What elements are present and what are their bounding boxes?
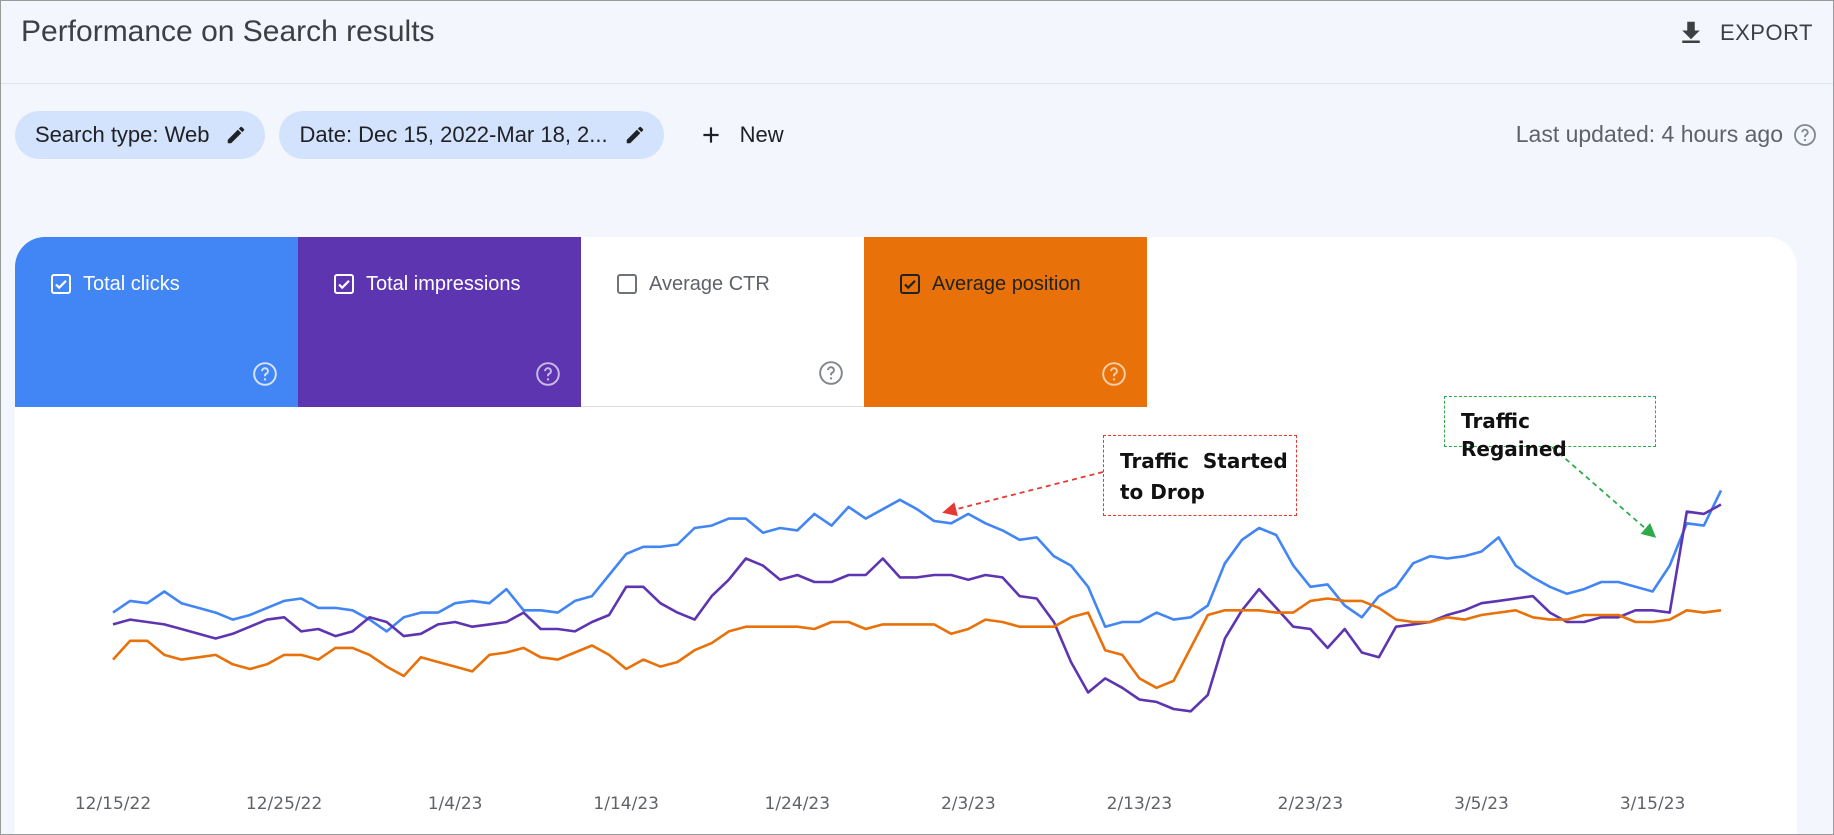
metric-tile-total-impressions[interactable]: Total impressions [298,237,581,407]
metric-tiles: Total clicks Total impressions Average C… [15,237,1147,407]
plus-icon [703,127,719,143]
x-tick-label: 3/5/23 [1454,794,1509,814]
checkbox-checked-icon[interactable] [900,274,920,294]
annotation-traffic-regained: Traffic Regained [1444,396,1656,461]
search-type-chip[interactable]: Search type: Web [15,111,266,159]
metric-label: Total impressions [366,273,521,295]
metric-label: Total clicks [83,273,180,295]
date-range-chip[interactable]: Date: Dec 15, 2022-Mar 18, 2... [279,111,664,159]
metric-tile-average-position[interactable]: Average position [864,237,1147,407]
help-icon[interactable] [252,361,278,387]
help-icon[interactable] [1793,123,1817,147]
metric-label: Average position [932,273,1081,295]
date-range-label: Date: Dec 15, 2022-Mar 18, 2... [299,122,608,147]
edit-pencil-icon [228,126,245,144]
annotation-line: Traffic Started [1120,449,1288,473]
search-type-label: Search type: Web [35,122,210,147]
annotation-arrow-drop [942,471,1104,517]
download-icon [1682,21,1700,43]
checkbox-checked-icon[interactable] [51,274,71,294]
x-tick-label: 3/15/23 [1620,794,1686,814]
x-tick-label: 2/13/23 [1107,794,1173,814]
x-tick-label: 2/3/23 [941,794,996,814]
annotation-traffic-drop: Traffic Started to Drop [1103,435,1297,516]
annotation-line: Traffic Regained [1461,409,1567,461]
export-label: EXPORT [1719,20,1813,45]
checkbox-unchecked-icon[interactable] [617,274,637,294]
help-icon[interactable] [1101,361,1127,387]
series-line-total-impressions [112,503,1722,713]
metric-tile-total-clicks[interactable]: Total clicks [15,237,298,407]
new-filter-label: New [739,122,784,147]
metric-label: Average CTR [649,273,770,295]
checkbox-checked-icon[interactable] [334,274,354,294]
help-icon[interactable] [818,360,844,386]
x-tick-label: 1/24/23 [765,794,831,814]
last-updated: Last updated: 4 hours ago [1516,121,1817,148]
export-button[interactable]: EXPORT [1676,15,1813,51]
annotation-arrow-regained [1551,446,1657,538]
new-filter-button[interactable]: New [678,111,798,159]
chart-card: Total clicks Total impressions Average C… [15,237,1797,834]
series-line-total-clicks [112,489,1723,633]
help-icon[interactable] [535,361,561,387]
metric-tile-average-ctr[interactable]: Average CTR [581,237,864,407]
x-tick-label: 2/23/23 [1278,794,1344,814]
page-header: Performance on Search results EXPORT [1,1,1833,84]
x-tick-label: 1/4/23 [428,794,483,814]
last-updated-text: Last updated: 4 hours ago [1515,121,1783,147]
x-tick-label: 12/25/22 [246,794,322,814]
filter-bar: Search type: Web Date: Dec 15, 2022-Mar … [15,111,798,159]
x-tick-label: 12/15/22 [75,794,151,814]
edit-pencil-icon [626,126,643,144]
annotation-line: to Drop [1120,480,1205,504]
x-tick-label: 1/14/23 [593,794,659,814]
series-line-average-position [112,597,1722,690]
page-title: Performance on Search results [21,15,435,48]
